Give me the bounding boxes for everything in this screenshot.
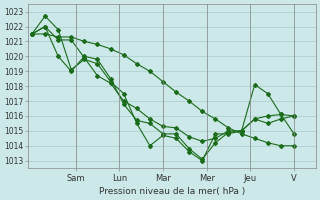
- X-axis label: Pression niveau de la mer( hPa ): Pression niveau de la mer( hPa ): [99, 187, 245, 196]
